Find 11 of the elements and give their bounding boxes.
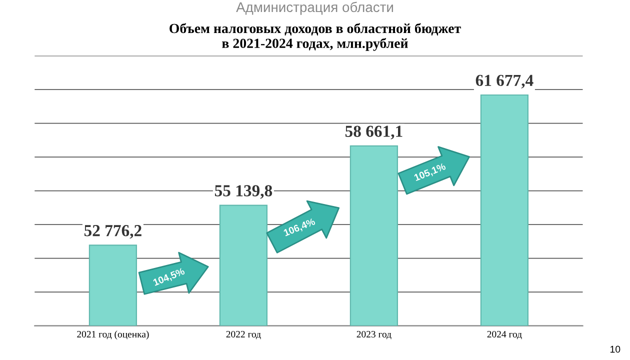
text: Администрация области xyxy=(236,2,393,15)
data-label: 58 661,1 xyxy=(345,126,402,140)
x-tick-label: 2021 год (оценка) xyxy=(77,330,149,340)
x-tick-label: 2023 год xyxy=(356,330,392,340)
x-tick-label: 2024 год xyxy=(487,330,522,340)
data-label: 61 677,4 xyxy=(476,74,534,88)
chart-title: Объем налоговых доходов в областной бюджет в 2021-2024 годах, млн.рублей xyxy=(170,23,461,51)
x-tick-label: 2022 год xyxy=(226,330,261,340)
text: 10 xyxy=(610,346,620,353)
data-label: 52 776,2 xyxy=(84,225,142,239)
data-label: 55 139,8 xyxy=(214,185,272,199)
